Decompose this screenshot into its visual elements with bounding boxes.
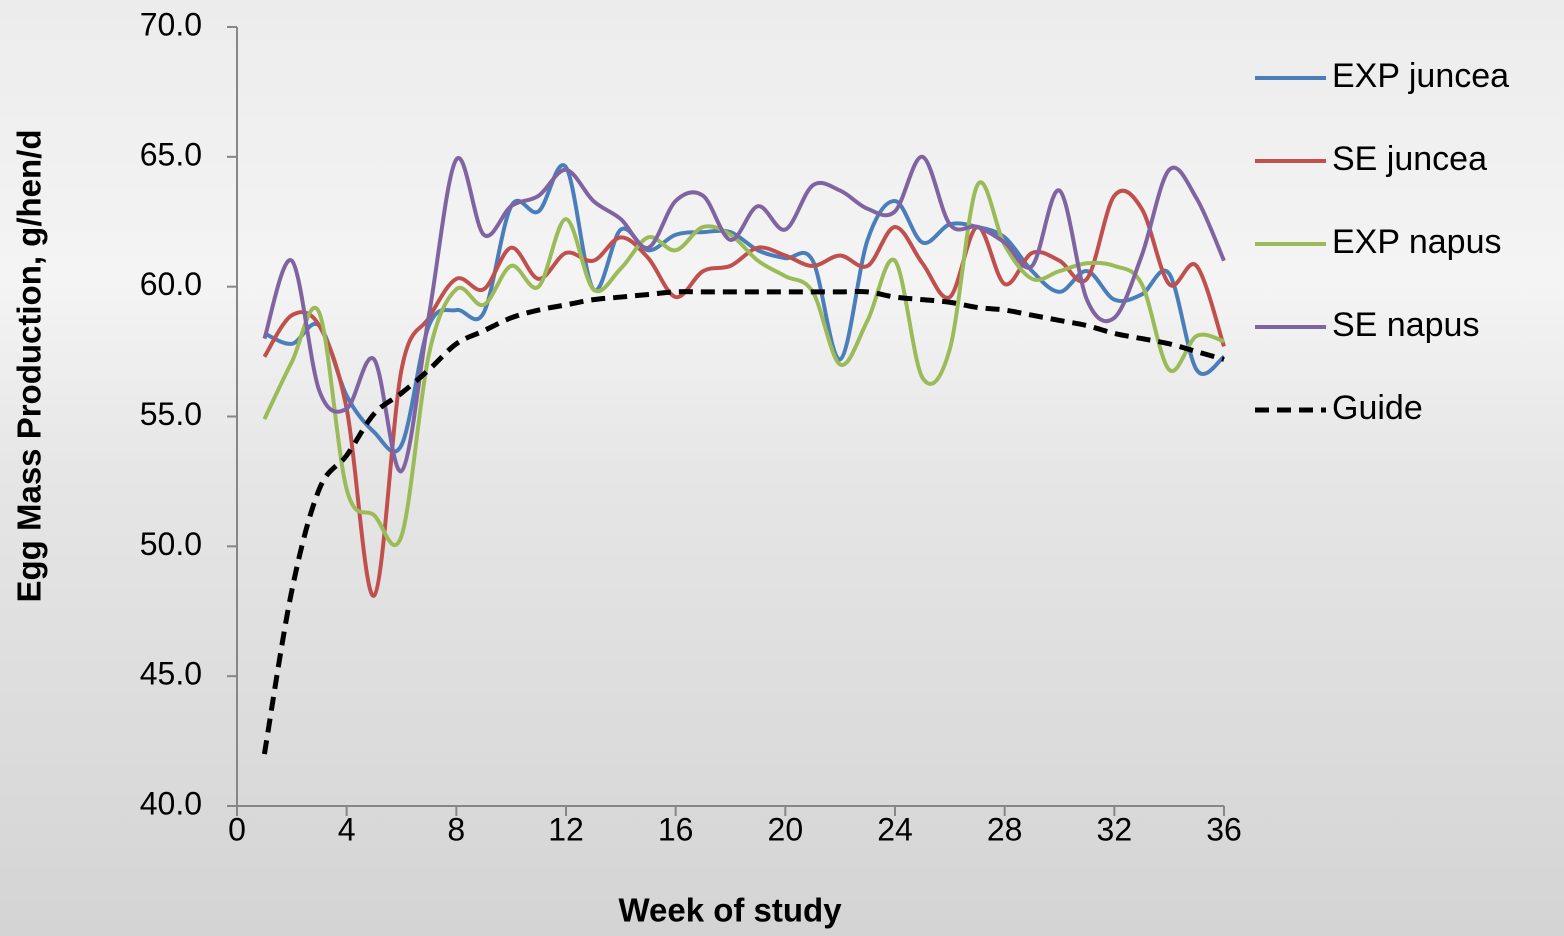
y-tick-label: 70.0 bbox=[140, 6, 202, 42]
x-tick-label: 0 bbox=[228, 811, 246, 847]
series-line bbox=[261, 288, 1225, 755]
series-line bbox=[262, 180, 1225, 547]
x-tick-label: 4 bbox=[338, 811, 356, 847]
legend-label: SE napus bbox=[1332, 306, 1479, 344]
y-tick-label: 65.0 bbox=[140, 136, 202, 172]
y-axis-title: Egg Mass Production, g/hen/d bbox=[11, 129, 48, 602]
legend-label: SE juncea bbox=[1332, 140, 1487, 178]
series-line bbox=[262, 188, 1226, 598]
legend-label: EXP juncea bbox=[1332, 57, 1509, 95]
x-tick-label: 12 bbox=[548, 811, 584, 847]
x-tick-label: 24 bbox=[877, 811, 913, 847]
y-tick-label: 55.0 bbox=[140, 396, 202, 432]
y-tick-label: 45.0 bbox=[140, 656, 202, 692]
x-tick-label: 28 bbox=[987, 811, 1023, 847]
x-tick-label: 16 bbox=[658, 811, 694, 847]
y-tick-label: 50.0 bbox=[140, 526, 202, 562]
x-tick-label: 20 bbox=[768, 811, 804, 847]
legend-label: Guide bbox=[1332, 389, 1423, 427]
x-tick-label: 8 bbox=[447, 811, 465, 847]
y-tick-label: 60.0 bbox=[140, 266, 202, 302]
legend-label: EXP napus bbox=[1332, 223, 1502, 261]
series-line bbox=[262, 154, 1226, 474]
x-axis-title: Week of study bbox=[618, 892, 842, 929]
x-tick-label: 32 bbox=[1097, 811, 1133, 847]
x-tick-label: 36 bbox=[1206, 811, 1242, 847]
y-tick-label: 40.0 bbox=[140, 785, 202, 821]
